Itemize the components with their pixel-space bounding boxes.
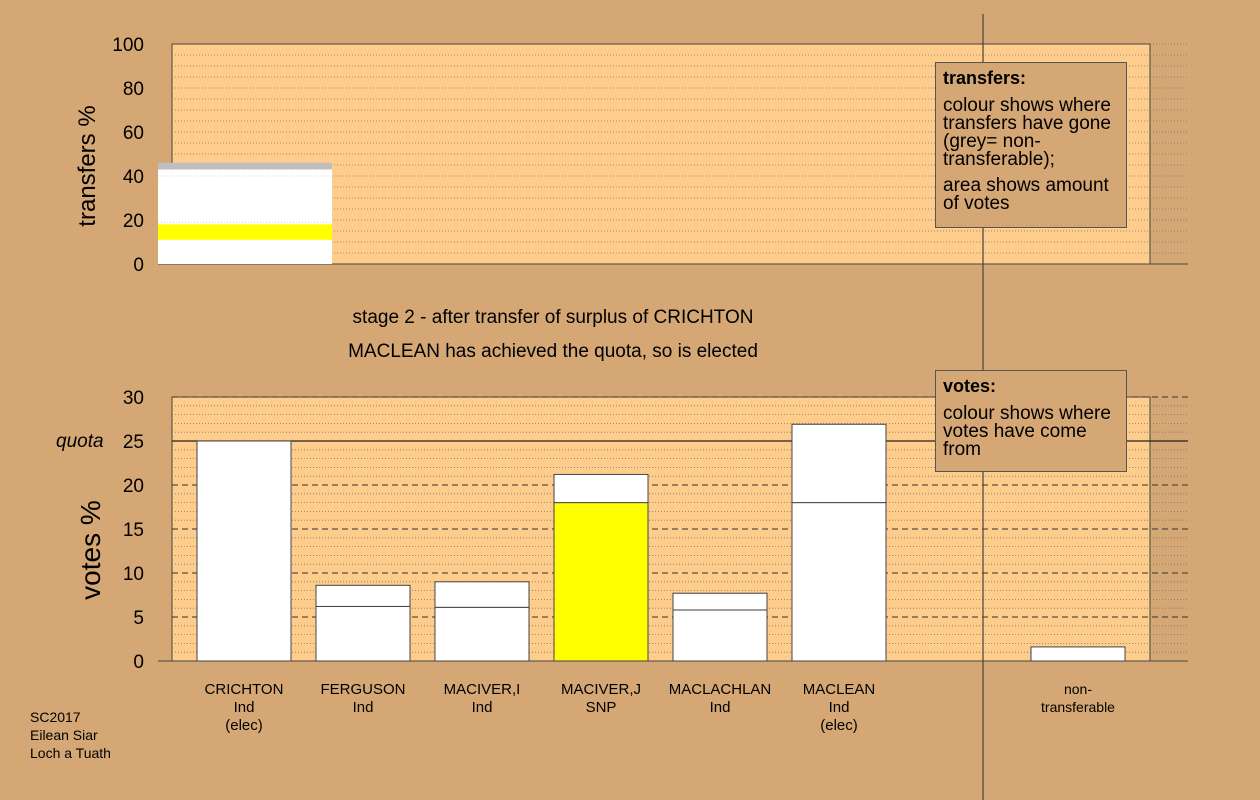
vote-bar-first-pref bbox=[791, 502, 887, 662]
category-label: MACIVER,I bbox=[444, 681, 521, 698]
category-label: transferable bbox=[1041, 699, 1115, 715]
vote-bar-first-pref bbox=[196, 440, 292, 662]
vote-bar-first-pref bbox=[553, 502, 649, 662]
category-label: Ind bbox=[829, 699, 850, 716]
votes-tick-label: 5 bbox=[133, 608, 144, 629]
category-label: (elec) bbox=[820, 717, 858, 734]
votes-axis-label: votes % bbox=[75, 500, 106, 600]
category-label: MACLEAN bbox=[803, 681, 876, 698]
votes-tick-label: 25 bbox=[123, 432, 144, 453]
transfers-tick-label: 100 bbox=[112, 35, 144, 56]
stage-title: stage 2 - after transfer of surplus of C… bbox=[353, 307, 754, 328]
vote-bar-transfer bbox=[553, 473, 649, 504]
votes-tick-label: 30 bbox=[123, 388, 144, 409]
votes-legend-text: colour shows where votes have come from bbox=[943, 403, 1111, 460]
category-label: Ind bbox=[353, 699, 374, 716]
category-label: SNP bbox=[586, 699, 617, 716]
category-label: FERGUSON bbox=[320, 681, 405, 698]
vote-bar-transfer bbox=[672, 592, 768, 611]
vote-bar-first-pref bbox=[672, 609, 768, 662]
category-label: MACLACHLAN bbox=[669, 681, 772, 698]
votes-tick-label: 10 bbox=[123, 564, 144, 585]
transfers-axis-label: transfers % bbox=[74, 105, 101, 226]
footer-line-1: SC2017 bbox=[30, 709, 81, 725]
vote-bar-transfer bbox=[434, 581, 530, 608]
transfers-tick-label: 60 bbox=[123, 123, 144, 144]
transfers-tick-label: 80 bbox=[123, 79, 144, 100]
footer: SC2017 Eilean Siar Loch a Tuath bbox=[30, 708, 111, 762]
transfers-bar-yellow bbox=[158, 224, 332, 240]
footer-line-2: Eilean Siar bbox=[30, 727, 98, 743]
vote-bar-transfer bbox=[315, 584, 411, 607]
category-label: Ind bbox=[472, 699, 493, 716]
transfers-tick-label: 20 bbox=[123, 211, 144, 232]
transfers-legend-title: transfers: bbox=[943, 68, 1027, 88]
category-label: non- bbox=[1064, 681, 1092, 697]
votes-tick-label: 15 bbox=[123, 520, 144, 541]
vote-bar-transfer bbox=[1030, 646, 1126, 662]
stage-note: MACLEAN has achieved the quota, so is el… bbox=[348, 341, 758, 362]
votes-legend-title: votes: bbox=[943, 376, 997, 396]
transfers-legend-text-2: area shows amount of votes bbox=[943, 175, 1109, 214]
vote-bar-first-pref bbox=[315, 605, 411, 662]
transfers-tick-label: 0 bbox=[133, 255, 144, 276]
votes-tick-label: 0 bbox=[133, 652, 144, 673]
transfers-legend-text-1: colour shows where transfers have gone (… bbox=[943, 95, 1111, 170]
transfers-bar-white bbox=[158, 169, 332, 264]
category-label: Ind bbox=[710, 699, 731, 716]
category-label: CRICHTON bbox=[205, 681, 284, 698]
vote-bar-transfer bbox=[791, 423, 887, 504]
category-label: MACIVER,J bbox=[561, 681, 641, 698]
category-label: (elec) bbox=[225, 717, 263, 734]
votes-tick-label: 20 bbox=[123, 476, 144, 497]
transfers-legend: transfers: colour shows where transfers … bbox=[935, 62, 1127, 228]
transfers-bar-nontransferable bbox=[158, 162, 332, 170]
footer-line-3: Loch a Tuath bbox=[30, 745, 111, 761]
quota-label: quota bbox=[56, 431, 104, 452]
votes-plot: 051015202530CRICHTONInd(elec)FERGUSONInd… bbox=[123, 388, 1188, 734]
category-label: Ind bbox=[234, 699, 255, 716]
vote-bar-first-pref bbox=[434, 606, 530, 662]
votes-legend: votes: colour shows where votes have com… bbox=[935, 370, 1127, 472]
transfers-tick-label: 40 bbox=[123, 167, 144, 188]
